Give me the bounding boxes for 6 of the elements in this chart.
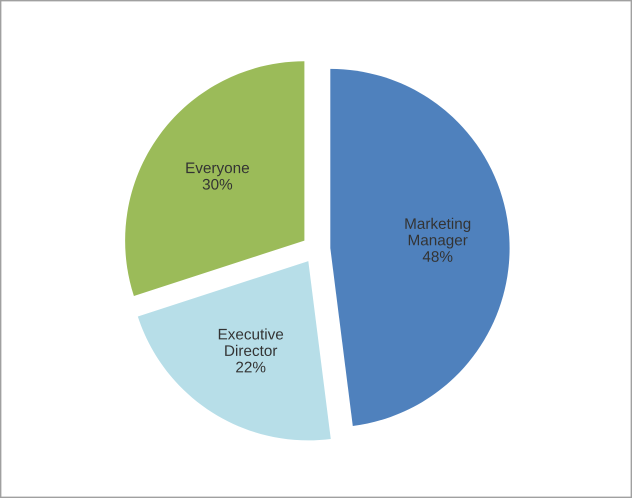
slice-label: Everyone xyxy=(186,162,249,176)
data-label: 30% xyxy=(202,178,232,190)
data-label: 48% xyxy=(422,251,452,262)
slice-label: Executive Director xyxy=(218,328,284,356)
data-label: 22% xyxy=(236,362,266,372)
slice-label: Marketing Manager xyxy=(405,218,470,248)
